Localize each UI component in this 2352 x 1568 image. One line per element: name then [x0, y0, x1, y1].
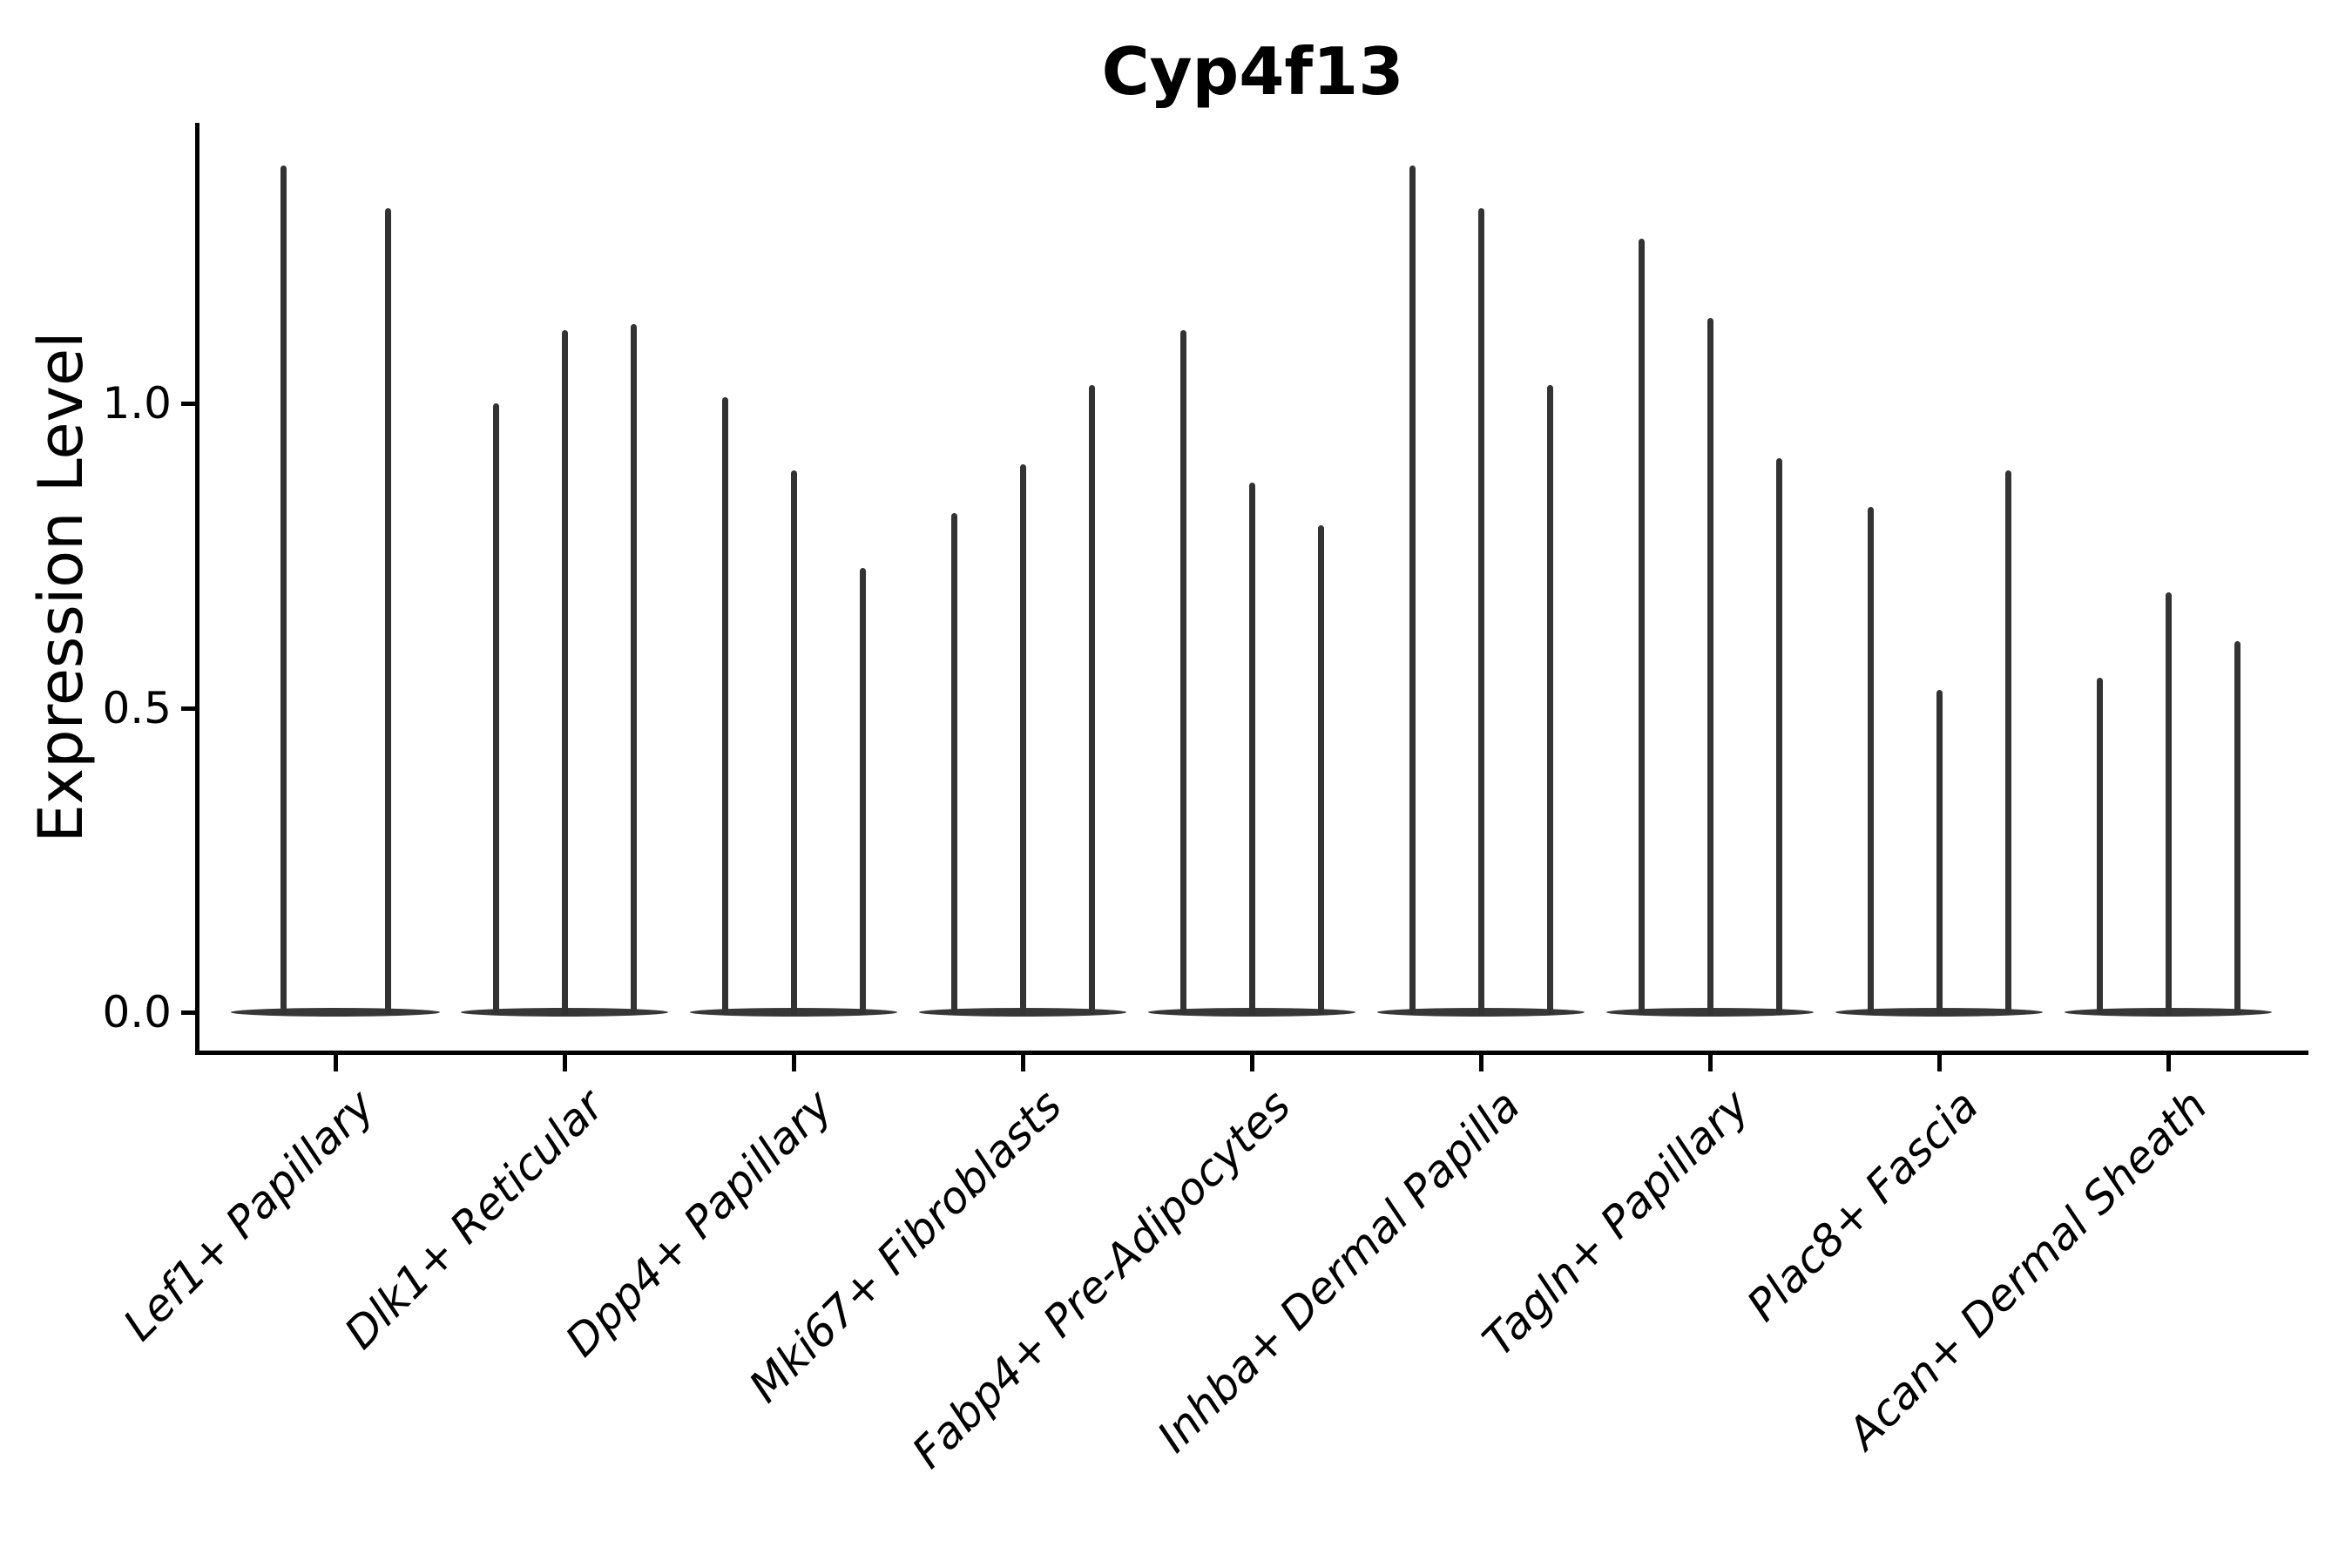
y-tick-mark	[181, 706, 195, 711]
x-tick-mark	[563, 1055, 567, 1071]
y-axis-spine	[195, 123, 199, 1055]
violin-spike	[492, 403, 499, 1015]
violin-spike	[1088, 385, 1095, 1015]
y-tick-label: 1.0	[102, 378, 172, 429]
violin-spike	[1867, 506, 1874, 1015]
violin-spike	[1019, 463, 1026, 1015]
violin-spike	[1409, 166, 1416, 1015]
y-tick-label: 0.5	[102, 682, 172, 733]
violin-spike	[790, 470, 797, 1015]
violin-spike	[721, 397, 728, 1015]
x-tick-mark	[1250, 1055, 1254, 1071]
x-tick-mark	[792, 1055, 796, 1071]
violin-spike	[630, 324, 637, 1015]
violin-spike	[859, 567, 866, 1015]
violin-spike	[1936, 689, 1943, 1015]
y-axis-label: Expression Level	[25, 331, 97, 843]
x-axis-category-label: Fabp4+ Pre-Adipocytes	[902, 1080, 1301, 1478]
y-tick-mark	[181, 402, 195, 406]
violin-spike	[950, 512, 957, 1015]
violin-spike	[2096, 677, 2103, 1015]
x-axis-category-label: Lef1+ Papillary	[113, 1080, 385, 1351]
violin-spike	[2165, 591, 2172, 1015]
violin-spike	[1248, 482, 1255, 1015]
violin-spike	[2004, 470, 2011, 1015]
violin-spike	[1638, 239, 1645, 1015]
violin-spike	[1477, 208, 1484, 1015]
violin-base	[231, 1008, 440, 1017]
violin-spike	[280, 166, 287, 1015]
y-tick-label: 0.0	[102, 987, 172, 1037]
x-tick-mark	[2166, 1055, 2171, 1071]
x-axis-spine	[195, 1051, 2308, 1055]
violin-spike	[1179, 330, 1186, 1015]
violin-spike	[561, 330, 568, 1015]
violin-spike	[1317, 524, 1324, 1015]
y-tick-mark	[181, 1010, 195, 1015]
x-tick-mark	[1021, 1055, 1025, 1071]
violin-spike	[1707, 318, 1713, 1015]
x-tick-mark	[1937, 1055, 1942, 1071]
violin-spike	[1546, 385, 1553, 1015]
violin-spike	[384, 208, 391, 1015]
x-tick-mark	[334, 1055, 338, 1071]
violin-spike	[2234, 640, 2240, 1015]
chart-title: Cyp4f13	[1101, 33, 1404, 110]
x-axis-category-label: Inhba+ Dermal Papilla	[1147, 1080, 1531, 1463]
x-tick-mark	[1708, 1055, 1713, 1071]
violin-spike	[1775, 457, 1782, 1015]
x-tick-mark	[1479, 1055, 1484, 1071]
x-axis-category-label: Plac8+ Fascia	[1737, 1080, 1989, 1331]
